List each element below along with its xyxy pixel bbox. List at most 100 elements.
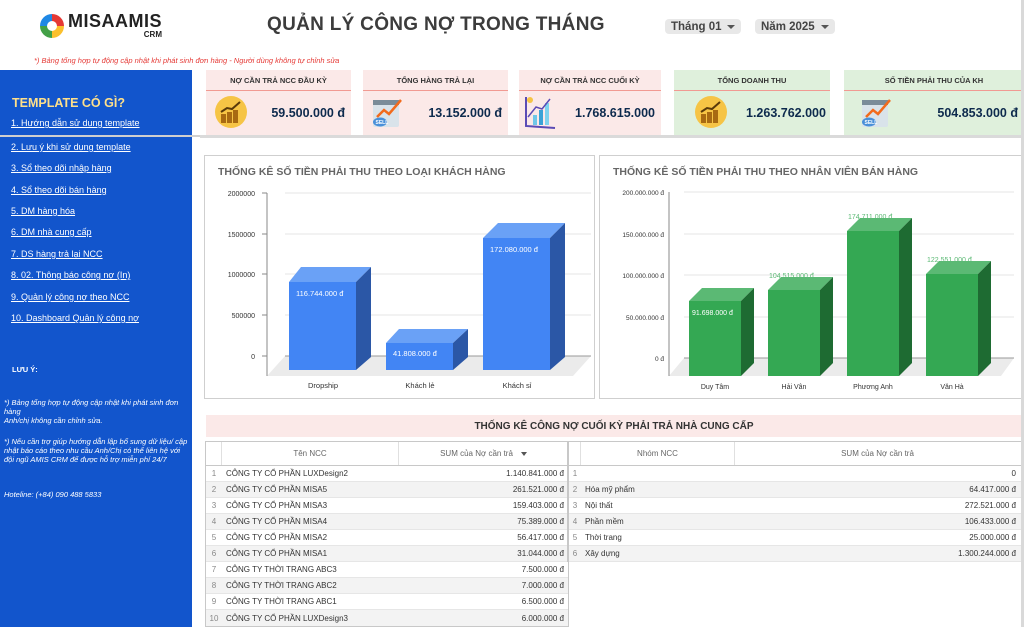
table-row: 3 Nội thất 272.521.000 đ <box>569 498 1021 514</box>
note-title: LƯU Ý: <box>12 365 38 374</box>
svg-text:104.515.000 đ: 104.515.000 đ <box>769 273 814 280</box>
svg-text:200.000.000 đ: 200.000.000 đ <box>622 190 664 197</box>
debt-table-title: THỐNG KÊ CÔNG NỢ CUỐI KỲ PHẢI TRẢ NHÀ CU… <box>206 415 1022 437</box>
svg-text:150.000.000 đ: 150.000.000 đ <box>622 232 664 239</box>
svg-text:1000000: 1000000 <box>228 272 255 279</box>
column-header-sum[interactable]: SUM của Nợ cần trả <box>841 449 914 458</box>
svg-text:Phương Anh: Phương Anh <box>853 384 893 391</box>
table-row: 6 Xây dựng 1.300.244.000 đ <box>569 546 1021 562</box>
kpi-value: 13.152.000 đ <box>428 106 502 120</box>
kpi-label: NỢ CẦN TRẢ NCC ĐẦU KỲ <box>206 70 351 91</box>
note-support: *) Nếu cần trợ giúp hướng dẫn lập bổ sun… <box>4 437 188 464</box>
sidebar-link-guide[interactable]: 1. Hướng dẫn sử dụng template <box>11 118 140 128</box>
column-header-group[interactable]: Nhóm NCC <box>581 442 735 465</box>
kpi-label: NỢ CẦN TRẢ NCC CUỐI KỲ <box>519 70 661 91</box>
year-dropdown[interactable]: Năm 2025 <box>755 19 835 34</box>
sidebar-title: TEMPLATE CÓ GÌ? <box>12 96 125 110</box>
kpi-label: TỔNG HÀNG TRẢ LẠI <box>363 70 508 91</box>
hotline: Hoteline: (+84) 090 488 5833 <box>4 490 102 499</box>
kpi-value: 1.263.762.000 <box>746 106 826 120</box>
svg-text:116.744.000 đ: 116.744.000 đ <box>296 289 344 298</box>
table-row: 10 CÔNG TY CỔ PHẦN LUXDesign3 6.000.000 đ <box>206 610 568 626</box>
svg-text:SELL: SELL <box>865 120 878 126</box>
bar-hai-van: 104.515.000 đ <box>768 273 833 376</box>
kpi-value: 504.853.000 đ <box>937 106 1018 120</box>
svg-text:172.080.000 đ: 172.080.000 đ <box>490 245 539 254</box>
column-header-sum[interactable]: SUM của Nợ cần trả <box>399 442 568 465</box>
svg-text:50.000.000 đ: 50.000.000 đ <box>626 315 664 322</box>
table-row: 2 CÔNG TY CỔ PHẦN MISA5 261.521.000 đ <box>206 482 568 498</box>
table-row: 2 Hóa mỹ phẩm 64.417.000 đ <box>569 482 1021 498</box>
chevron-down-icon <box>820 24 829 29</box>
svg-text:174.711.000 đ: 174.711.000 đ <box>848 214 892 221</box>
table-row: 4 CÔNG TY CỔ PHẦN MISA4 75.389.000 đ <box>206 514 568 530</box>
sidebar-link-notes[interactable]: 2. Lưu ý khi sử dụng template <box>11 142 131 152</box>
vertical-scrollbar[interactable] <box>1021 0 1024 627</box>
bar-chart: 2000000 1500000 1000000 500000 0 116.744… <box>228 191 591 390</box>
sell-chart-icon: SELL <box>373 99 402 127</box>
month-dropdown-value: Tháng 01 <box>671 20 722 33</box>
sort-desc-icon[interactable] <box>520 451 527 456</box>
svg-text:Dropship: Dropship <box>308 381 338 390</box>
year-dropdown-value: Năm 2025 <box>761 20 815 33</box>
bar-van-ha: 122.551.000 đ <box>926 257 991 376</box>
kpi-value: 1.768.615.000 <box>575 106 655 120</box>
svg-text:0 đ: 0 đ <box>655 356 664 363</box>
note-auto-update: *) Bảng tổng hợp tự động cập nhật khi ph… <box>4 398 179 425</box>
svg-text:Khách lẻ: Khách lẻ <box>405 381 434 390</box>
table-row: 5 Thời trang 25.000.000 đ <box>569 530 1021 546</box>
sidebar-link-debt-by-supplier[interactable]: 9. Quản lý công nợ theo NCC <box>11 292 130 302</box>
chart-by-customer-type: THỐNG KÊ SỐ TIỀN PHẢI THU THEO LOẠI KHÁC… <box>204 155 595 399</box>
logo-mark-icon <box>40 13 64 38</box>
svg-text:Văn Hà: Văn Hà <box>940 384 963 391</box>
sidebar-link-suppliers[interactable]: 6. DM nhà cung cấp <box>11 227 92 237</box>
table-row: 9 CÔNG TY THỜI TRANG ABC1 6.500.000 đ <box>206 594 568 610</box>
sidebar-link-returns[interactable]: 7. DS hàng trả lại NCC <box>11 249 103 259</box>
bar-growth-icon <box>525 97 556 129</box>
kpi-card-revenue: TỔNG DOANH THU 1.263.762.000 <box>674 70 830 135</box>
kpi-card-receivable: SỐ TIỀN PHẢI THU CỦA KH SELL 504.853.000… <box>844 70 1024 135</box>
auto-update-notice: *) Bảng tổng hợp tự động cập nhật khi ph… <box>34 56 340 65</box>
supplier-debt-table: Tên NCC SUM của Nợ cần trả 1 CÔNG TY CỔ P… <box>205 441 569 627</box>
svg-text:1500000: 1500000 <box>228 232 255 239</box>
logo-text: MISAAMIS <box>68 11 162 31</box>
bar-khach-si: 172.080.000 đ <box>483 223 565 370</box>
svg-text:500000: 500000 <box>232 313 255 320</box>
kpi-label: SỐ TIỀN PHẢI THU CỦA KH <box>844 70 1024 91</box>
svg-text:2000000: 2000000 <box>228 191 255 198</box>
table-header: Tên NCC SUM của Nợ cần trả <box>206 442 568 466</box>
table-row: 3 CÔNG TY CỔ PHẦN MISA3 159.403.000 đ <box>206 498 568 514</box>
table-row: 5 CÔNG TY CỔ PHẦN MISA2 56.417.000 đ <box>206 530 568 546</box>
table-row: 6 CÔNG TY CỔ PHẦN MISA1 31.044.000 đ <box>206 546 568 562</box>
svg-text:SELL: SELL <box>376 120 389 126</box>
column-header-supplier[interactable]: Tên NCC <box>222 442 399 465</box>
svg-text:Khách sỉ: Khách sỉ <box>503 381 532 390</box>
table-header: Nhóm NCC SUM của Nợ cần trả <box>569 442 1021 466</box>
chart-by-salesperson: THỐNG KÊ SỐ TIỀN PHẢI THU THEO NHÂN VIÊN… <box>599 155 1023 399</box>
sidebar-link-debt-notice[interactable]: 8. 02. Thông báo công nợ (In) <box>11 270 131 280</box>
svg-text:Hải Vân: Hải Vân <box>782 384 807 391</box>
svg-text:91.698.000 đ: 91.698.000 đ <box>692 310 733 317</box>
chevron-down-icon <box>727 24 736 29</box>
month-dropdown[interactable]: Tháng 01 <box>665 19 742 34</box>
kpi-card-returns: TỔNG HÀNG TRẢ LẠI SELL 13.152.000 đ <box>363 70 508 135</box>
bar-dropship: 116.744.000 đ <box>289 267 371 370</box>
bar-khach-le: 41.808.000 đ <box>386 329 468 370</box>
sidebar-link-products[interactable]: 5. DM hàng hóa <box>11 206 76 216</box>
sell-chart-icon: SELL <box>862 99 891 127</box>
table-row: 8 CÔNG TY THỜI TRANG ABC2 7.000.000 đ <box>206 578 568 594</box>
sidebar-link-dashboard[interactable]: 10. Dashboard Quản lý công nợ <box>11 313 139 323</box>
sidebar-link-import-log[interactable]: 3. Sổ theo dõi nhập hàng <box>11 163 112 173</box>
table-row: 1 CÔNG TY CỔ PHẦN LUXDesign2 1.140.841.000… <box>206 466 568 482</box>
sidebar-divider <box>0 135 200 137</box>
chart-title: THỐNG KÊ SỐ TIỀN PHẢI THU THEO LOẠI KHÁC… <box>218 166 506 178</box>
bar-phuong-anh: 174.711.000 đ <box>847 214 912 376</box>
svg-text:Duy Tâm: Duy Tâm <box>701 384 729 391</box>
bar-duy-tam: 91.698.000 đ <box>689 288 754 376</box>
misa-amis-logo: MISAAMIS CRM <box>40 12 162 39</box>
kpi-value: 59.500.000 đ <box>271 106 345 120</box>
sidebar-link-sales-log[interactable]: 4. Sổ theo dõi bán hàng <box>11 185 107 195</box>
